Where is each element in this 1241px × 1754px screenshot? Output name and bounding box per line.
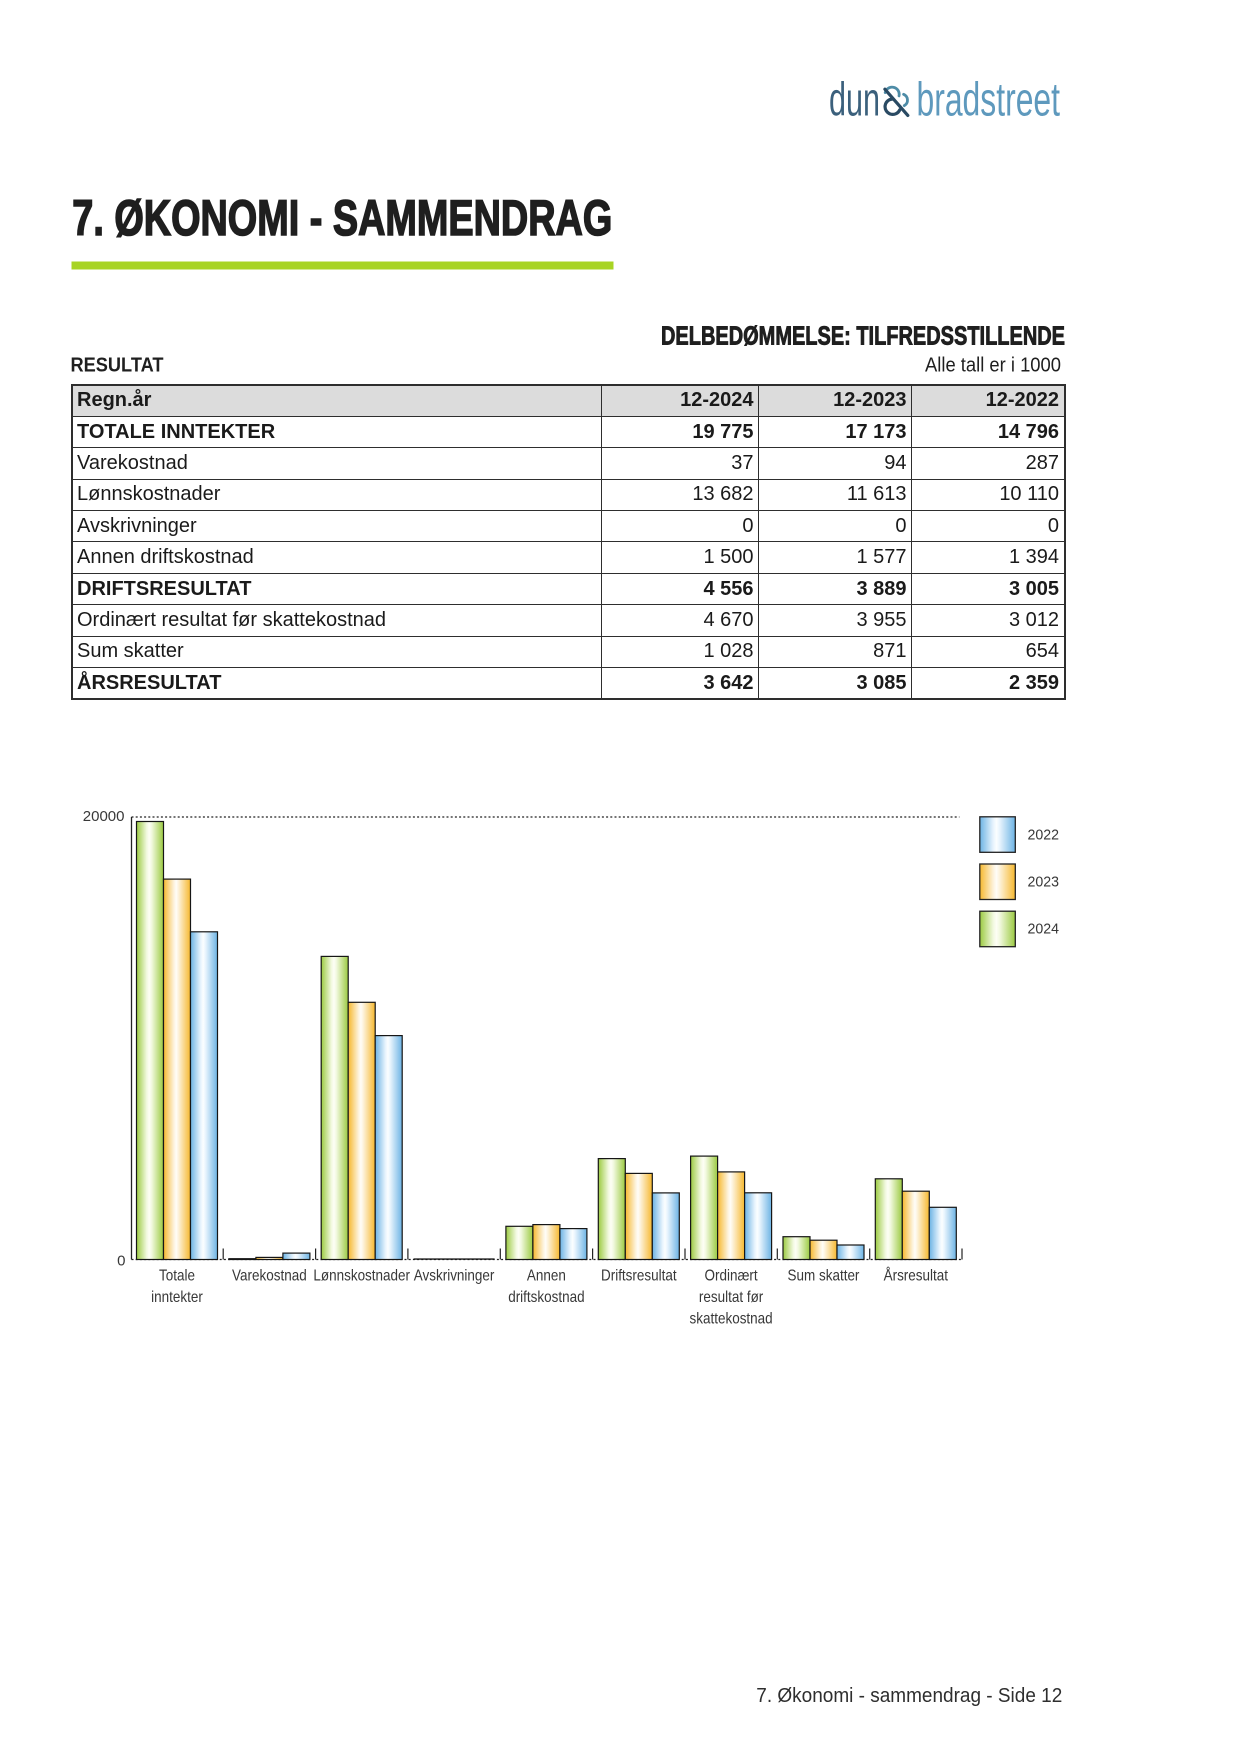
svg-text:2023: 2023 xyxy=(1028,874,1060,891)
svg-text:Sum skatter: Sum skatter xyxy=(788,1268,860,1285)
svg-text:bradstreet: bradstreet xyxy=(917,72,1061,125)
svg-text:RESULTAT: RESULTAT xyxy=(71,355,164,377)
svg-text:0: 0 xyxy=(117,1253,125,1270)
svg-text:dun: dun xyxy=(829,72,880,125)
svg-text:resultat før: resultat før xyxy=(699,1289,764,1306)
svg-text:Årsresultat: Årsresultat xyxy=(884,1267,948,1285)
svg-text:2022: 2022 xyxy=(1028,826,1060,843)
svg-text:driftskostnad: driftskostnad xyxy=(508,1289,584,1306)
svg-text:Varekostnad: Varekostnad xyxy=(232,1268,307,1285)
svg-text:DELBEDØMMELSE: TILFREDSSTILLEN: DELBEDØMMELSE: TILFREDSSTILLENDE xyxy=(661,320,1065,350)
svg-text:Totale: Totale xyxy=(159,1268,195,1285)
svg-text:7. ØKONOMI - SAMMENDRAG: 7. ØKONOMI - SAMMENDRAG xyxy=(72,190,612,246)
svg-text:Alle tall er i 1000: Alle tall er i 1000 xyxy=(925,355,1061,377)
svg-text:7. Økonomi - sammendrag - Side: 7. Økonomi - sammendrag - Side 12 xyxy=(756,1685,1062,1707)
svg-text:Driftsresultat: Driftsresultat xyxy=(601,1268,677,1285)
svg-text:inntekter: inntekter xyxy=(151,1289,203,1306)
svg-text:2024: 2024 xyxy=(1028,921,1060,938)
svg-text:skattekostnad: skattekostnad xyxy=(690,1311,773,1328)
svg-text:Annen: Annen xyxy=(527,1268,566,1285)
svg-text:Avskrivninger: Avskrivninger xyxy=(414,1268,495,1285)
svg-text:20000: 20000 xyxy=(83,808,125,825)
svg-text:Ordinært: Ordinært xyxy=(705,1268,758,1285)
svg-text:Lønnskostnader: Lønnskostnader xyxy=(313,1268,410,1285)
